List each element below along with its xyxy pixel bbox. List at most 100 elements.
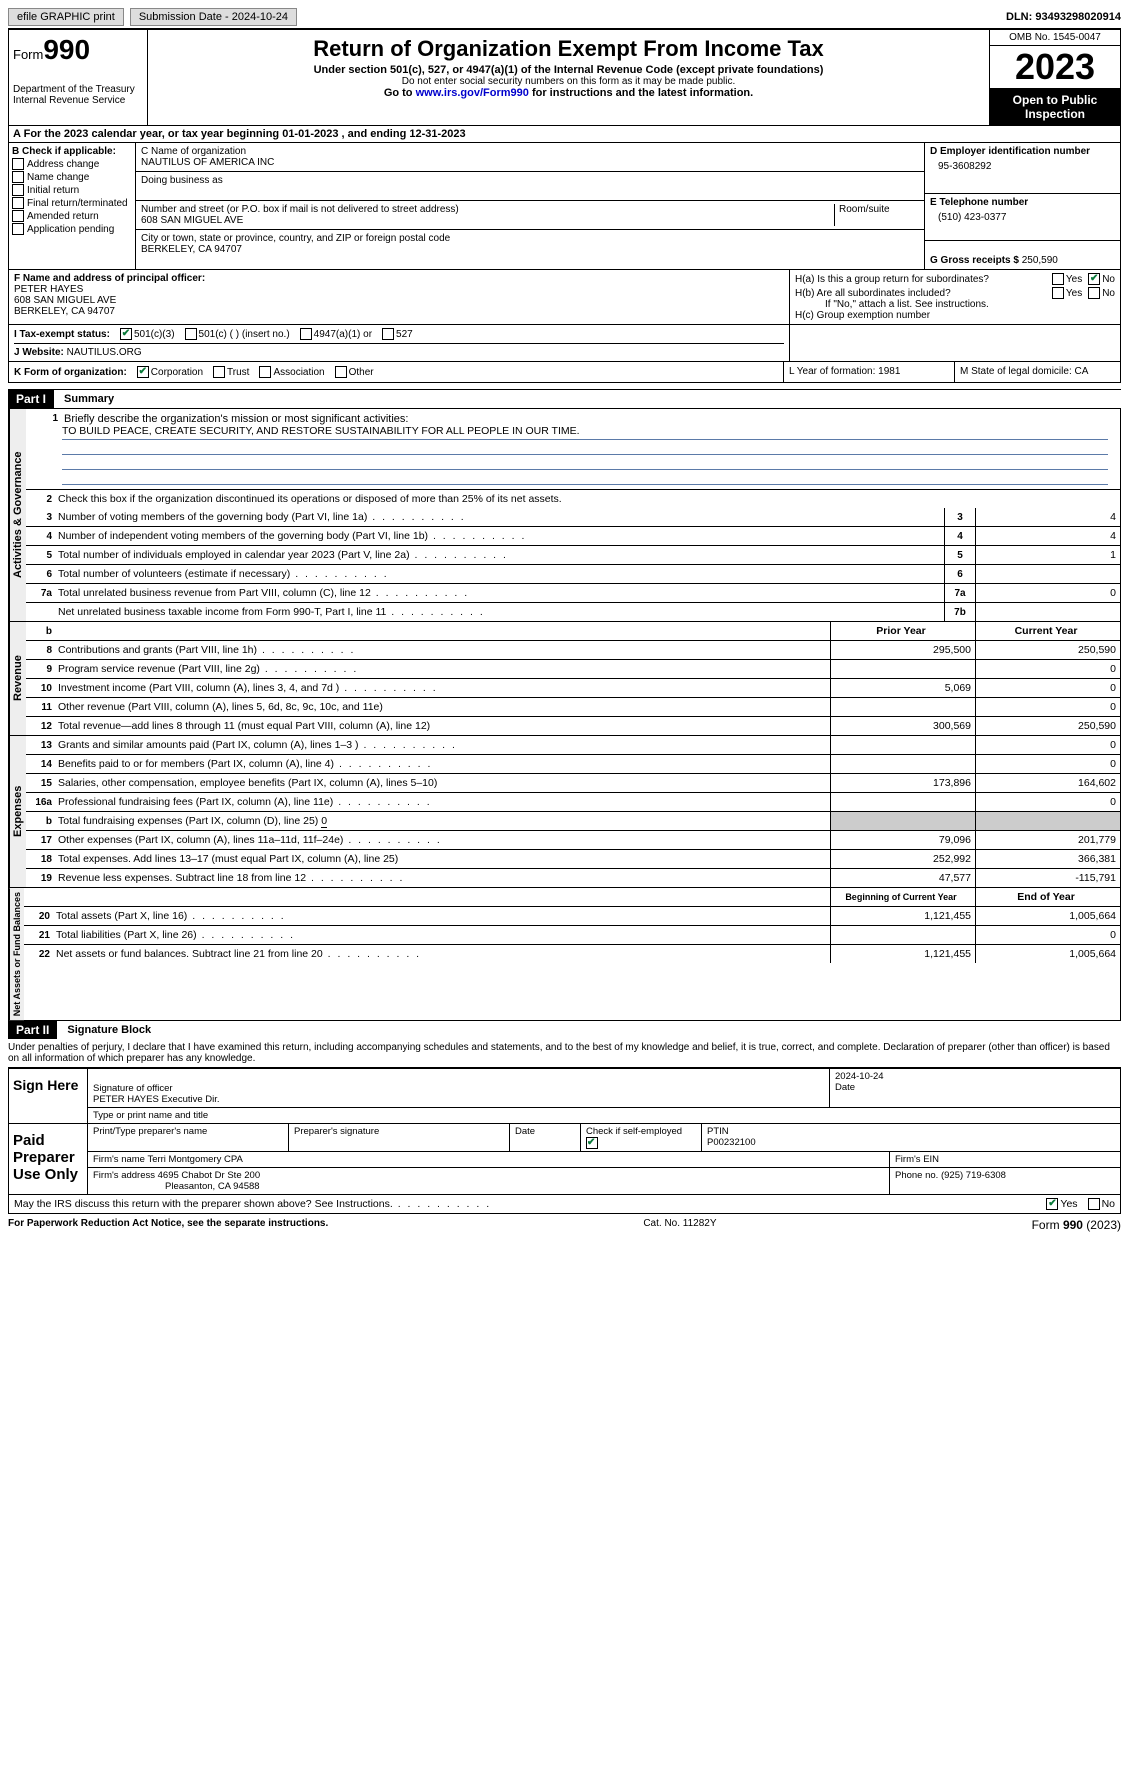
- discuss-yes-label: Yes: [1060, 1198, 1077, 1210]
- header-right: OMB No. 1545-0047 2023 Open to Public In…: [990, 30, 1120, 125]
- col-f: F Name and address of principal officer:…: [9, 270, 790, 324]
- footer: For Paperwork Reduction Act Notice, see …: [8, 1214, 1121, 1232]
- year-formation: L Year of formation: 1981: [784, 362, 955, 382]
- dln-label: DLN: 93493298020914: [1006, 11, 1121, 23]
- line11-current: 0: [975, 698, 1120, 716]
- name-change-checkbox[interactable]: [12, 171, 24, 183]
- ha-no-checkbox[interactable]: [1088, 273, 1100, 285]
- 501c-checkbox[interactable]: [185, 328, 197, 340]
- vert-label-2: Revenue: [9, 622, 26, 735]
- vert-label-1: Activities & Governance: [9, 409, 26, 621]
- street-value: 608 SAN MIGUEL AVE: [141, 215, 830, 226]
- org-name-label: C Name of organization: [141, 146, 919, 157]
- line13-prior: [830, 736, 975, 754]
- goto-prefix: Go to: [384, 87, 416, 99]
- header-mid: Return of Organization Exempt From Incom…: [148, 30, 990, 125]
- initial-return-label: Initial return: [27, 185, 79, 196]
- state-domicile: M State of legal domicile: CA: [955, 362, 1120, 382]
- row-a-tax-year: A For the 2023 calendar year, or tax yea…: [8, 125, 1121, 142]
- net-assets-section: Net Assets or Fund Balances Beginning of…: [8, 887, 1121, 1021]
- addr-change-checkbox[interactable]: [12, 158, 24, 170]
- dba-label: Doing business as: [141, 175, 919, 186]
- subtitle-2: Do not enter social security numbers on …: [152, 76, 985, 87]
- line19-current: -115,791: [975, 869, 1120, 887]
- officer-sig-name: PETER HAYES Executive Dir.: [93, 1094, 824, 1105]
- gross-receipts-value: 250,590: [1022, 255, 1058, 266]
- vert-label-4: Net Assets or Fund Balances: [9, 888, 24, 1020]
- assoc-checkbox[interactable]: [259, 366, 271, 378]
- name-change-label: Name change: [27, 172, 89, 183]
- corp-label: Corporation: [151, 367, 203, 378]
- line11-text: Other revenue (Part VIII, column (A), li…: [58, 699, 830, 715]
- sig-officer-label: Signature of officer: [93, 1083, 824, 1094]
- omb-number: OMB No. 1545-0047: [990, 30, 1120, 46]
- footer-form-num: 990: [1063, 1218, 1083, 1232]
- app-pending-checkbox[interactable]: [12, 223, 24, 235]
- row-ij: I Tax-exempt status: 501(c)(3) 501(c) ( …: [8, 324, 1121, 361]
- line2-text: Check this box if the organization disco…: [58, 493, 562, 505]
- section-bcd: B Check if applicable: Address change Na…: [8, 142, 1121, 269]
- efile-print-button[interactable]: efile GRAPHIC print: [8, 8, 124, 26]
- prior-year-header: Prior Year: [830, 622, 975, 640]
- discuss-yes-checkbox[interactable]: [1046, 1198, 1058, 1210]
- submission-date-button[interactable]: Submission Date - 2024-10-24: [130, 8, 297, 26]
- amended-return-checkbox[interactable]: [12, 210, 24, 222]
- website-value: NAUTILUS.ORG: [67, 347, 142, 358]
- other-checkbox[interactable]: [335, 366, 347, 378]
- activities-governance-section: Activities & Governance 1Briefly describ…: [8, 408, 1121, 621]
- trust-checkbox[interactable]: [213, 366, 225, 378]
- paid-preparer-table: Paid Preparer Use Only Print/Type prepar…: [8, 1123, 1121, 1195]
- line7b-text: Net unrelated business taxable income fr…: [58, 604, 944, 620]
- line20-prior: 1,121,455: [830, 907, 975, 925]
- street-label: Number and street (or P.O. box if mail i…: [141, 204, 830, 215]
- final-return-checkbox[interactable]: [12, 197, 24, 209]
- officer-street: 608 SAN MIGUEL AVE: [14, 295, 784, 306]
- line20-text: Total assets (Part X, line 16): [56, 908, 830, 924]
- corp-checkbox[interactable]: [137, 366, 149, 378]
- sign-here-table: Sign Here Signature of officer PETER HAY…: [8, 1068, 1121, 1123]
- type-name-label: Type or print name and title: [88, 1108, 1120, 1123]
- line20-current: 1,005,664: [975, 907, 1120, 925]
- line21-text: Total liabilities (Part X, line 26): [56, 927, 830, 943]
- 527-checkbox[interactable]: [382, 328, 394, 340]
- irs-label: Internal Revenue Service: [13, 95, 143, 106]
- irs-link[interactable]: www.irs.gov/Form990: [416, 87, 529, 99]
- row-fh: F Name and address of principal officer:…: [8, 269, 1121, 324]
- line17-text: Other expenses (Part IX, column (A), lin…: [58, 832, 830, 848]
- hb-yes-checkbox[interactable]: [1052, 287, 1064, 299]
- city-value: BERKELEY, CA 94707: [141, 244, 919, 255]
- col-b: B Check if applicable: Address change Na…: [9, 143, 136, 269]
- hb-no-checkbox[interactable]: [1088, 287, 1100, 299]
- line18-text: Total expenses. Add lines 13–17 (must eq…: [58, 851, 830, 867]
- line12-current: 250,590: [975, 717, 1120, 735]
- prep-date-label: Date: [510, 1124, 581, 1151]
- line19-prior: 47,577: [830, 869, 975, 887]
- officer-name: PETER HAYES: [14, 284, 784, 295]
- line14-prior: [830, 755, 975, 773]
- line12-text: Total revenue—add lines 8 through 11 (mu…: [58, 718, 830, 734]
- self-employed-checkbox[interactable]: [586, 1137, 598, 1149]
- self-employed-label: Check if self-employed: [586, 1126, 682, 1137]
- sig-date-label: Date: [835, 1082, 1115, 1093]
- row-klm: K Form of organization: Corporation Trus…: [8, 361, 1121, 383]
- col-d: D Employer identification number 95-3608…: [924, 143, 1120, 269]
- part2-badge: Part II: [8, 1021, 57, 1039]
- firm-name-value: Terri Montgomery CPA: [147, 1154, 242, 1165]
- hb-no-label: No: [1102, 288, 1115, 299]
- prep-sig-label: Preparer's signature: [289, 1124, 510, 1151]
- line1-label: Briefly describe the organization's miss…: [64, 413, 408, 425]
- discuss-no-checkbox[interactable]: [1088, 1198, 1100, 1210]
- ha-yes-checkbox[interactable]: [1052, 273, 1064, 285]
- ptin-label: PTIN: [707, 1126, 1115, 1137]
- top-bar: efile GRAPHIC print Submission Date - 20…: [8, 8, 1121, 30]
- line15-current: 164,602: [975, 774, 1120, 792]
- row-a-text: For the 2023 calendar year, or tax year …: [24, 128, 466, 140]
- vert-label-3: Expenses: [9, 736, 26, 887]
- line17-current: 201,779: [975, 831, 1120, 849]
- ha-label: H(a) Is this a group return for subordin…: [795, 274, 1052, 285]
- line13-text: Grants and similar amounts paid (Part IX…: [58, 737, 830, 753]
- footer-form-year: (2023): [1083, 1218, 1121, 1232]
- 4947-checkbox[interactable]: [300, 328, 312, 340]
- initial-return-checkbox[interactable]: [12, 184, 24, 196]
- 501c3-checkbox[interactable]: [120, 328, 132, 340]
